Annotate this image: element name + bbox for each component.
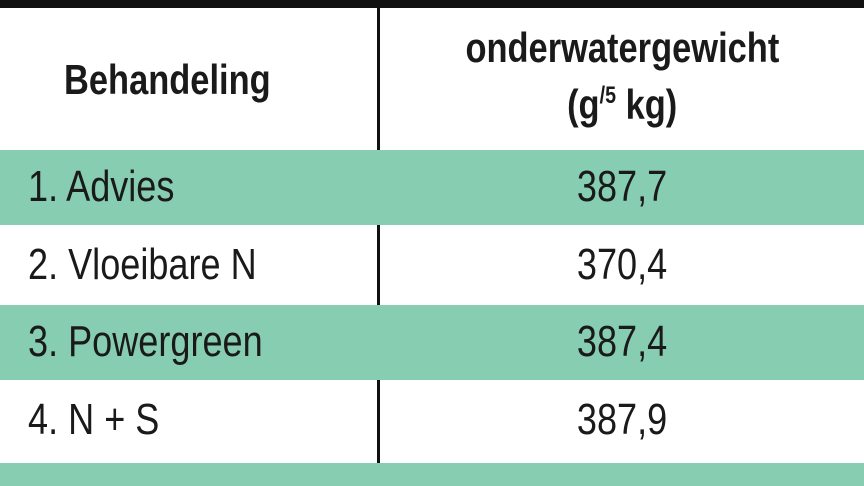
unit-part: /5: [599, 82, 615, 109]
cell-text: 1. Advies: [28, 162, 175, 211]
top-rule: [0, 0, 864, 8]
cell-text: 2. Vloeibare N: [28, 239, 257, 289]
row-band: [0, 463, 864, 486]
cell: 4. N + S: [28, 383, 188, 458]
cell-text: 4. N + S: [28, 394, 160, 444]
header-text: Behandeling: [64, 56, 271, 103]
row-band: [0, 150, 864, 225]
cell: 2. Vloeibare N: [28, 228, 307, 303]
header-cell: Behandeling: [64, 56, 316, 104]
header-cell: onderwatergewicht (g/5 kg): [380, 24, 864, 129]
cell-text: 370,4: [576, 239, 668, 289]
cell: 1. Advies: [28, 150, 207, 225]
cell: 387,7: [380, 150, 864, 225]
unit-part: 5: [604, 82, 616, 109]
cell-text: 3. Powergreen: [28, 317, 263, 366]
row-band: [0, 305, 864, 380]
column-divider: [377, 8, 380, 486]
cell-text: 387,7: [576, 162, 668, 211]
unit-part: kg): [615, 81, 678, 128]
cell: 387,4: [380, 305, 864, 380]
cell: 370,4: [380, 228, 864, 303]
cell-text: 387,9: [576, 394, 668, 444]
header-unit: (g/5 kg): [567, 72, 677, 129]
header-text: onderwatergewicht: [465, 24, 779, 71]
cell: 387,9: [380, 383, 864, 458]
cell-text: 387,4: [576, 317, 668, 366]
unit-part: (g: [566, 81, 600, 128]
cell: 3. Powergreen: [28, 305, 314, 380]
unit-part: /: [599, 82, 605, 109]
